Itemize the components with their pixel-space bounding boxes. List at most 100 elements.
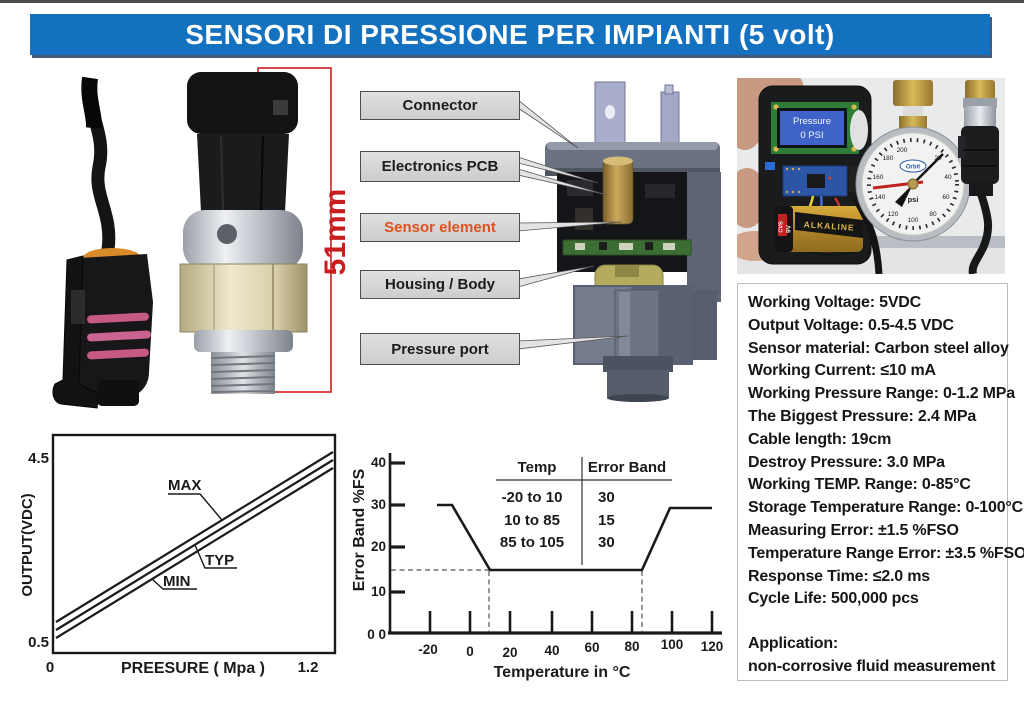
lcd-line1: Pressure xyxy=(793,116,831,127)
x-tick-100: 100 xyxy=(661,637,684,652)
chart-series-lines xyxy=(55,451,334,639)
spec-line: Working TEMP. Range: 0-85°C xyxy=(748,476,971,494)
spec-line: Destroy Pressure: 3.0 MPa xyxy=(748,453,945,471)
y-ticks xyxy=(391,461,405,594)
capacitor-brass xyxy=(602,156,634,225)
x-axis-label: PREESURE ( Mpa ) xyxy=(121,660,265,677)
callout-pressure-port: Pressure port xyxy=(360,333,520,365)
lcd-line2: 0 PSI xyxy=(800,130,823,141)
y-tick-min: 0.5 xyxy=(28,634,49,651)
spec-line: Temperature Range Error: ±3.5 %FSO xyxy=(748,544,1024,562)
callout-connector-label: Connector xyxy=(402,97,478,114)
top-edge-strip xyxy=(0,0,1024,3)
y-tick-40: 40 xyxy=(371,455,386,470)
y-axis-label: OUTPUT(VDC) xyxy=(19,493,36,596)
spec-line: Cable length: 19cm xyxy=(748,430,892,448)
cutaway-render xyxy=(545,81,721,402)
x-tick-60: 60 xyxy=(584,640,599,655)
table-cell: 85 to 105 xyxy=(500,534,564,551)
x-ticks xyxy=(428,611,714,632)
callout-pressure-port-label: Pressure port xyxy=(391,340,489,358)
spec-line: Cycle Life: 500,000 pcs xyxy=(748,590,919,608)
application-value: non-corrosive fluid measurement xyxy=(748,657,996,675)
callout-connector: Connector xyxy=(360,91,520,120)
x-tick-max: 1.2 xyxy=(298,659,319,676)
chart-frame xyxy=(51,433,337,655)
y-tick-max: 4.5 xyxy=(28,450,49,467)
application-label: Application: xyxy=(748,635,839,653)
inset-table: Temp Error Band -20 to 10 30 10 to 85 15… xyxy=(496,457,672,565)
x-tick-80: 80 xyxy=(624,639,639,654)
table-cell: 15 xyxy=(598,512,615,529)
pressure-port xyxy=(603,356,673,402)
connector-seals xyxy=(87,312,151,360)
gauge-number: 140 xyxy=(875,194,886,201)
table-cell: 10 to 85 xyxy=(504,512,560,529)
gauge-number: 80 xyxy=(929,211,937,218)
gauge-number: 160 xyxy=(873,174,884,181)
spec-line: Measuring Error: ±1.5 %FSO xyxy=(748,521,959,539)
y-tick-10: 10 xyxy=(371,584,386,599)
table-cell: 30 xyxy=(598,534,615,551)
x-tick-0: 0 xyxy=(466,644,474,659)
series-label-min: MIN xyxy=(163,573,191,590)
callout-sensor-element-label: Sensor element xyxy=(384,219,496,236)
y-tick-20: 20 xyxy=(371,539,386,554)
gauge-number: 180 xyxy=(883,155,894,162)
spec-line: Storage Temperature Range: 0-100°C xyxy=(748,499,1023,517)
battery-type: ALKALINE xyxy=(803,219,855,233)
x-tick--20: -20 xyxy=(418,642,438,657)
battery-9v: CVS 9V ALKALINE xyxy=(775,206,863,252)
x-tick-20: 20 xyxy=(502,645,517,660)
gauge-unit: psi xyxy=(908,195,919,204)
page-title: SENSORI DI PRESSIONE PER IMPIANTI (5 vol… xyxy=(185,18,835,50)
callout-housing-body: Housing / Body xyxy=(360,270,520,299)
dimension-label: 51mm xyxy=(319,189,352,276)
spec-line: Response Time: ≤2.0 ms xyxy=(748,567,930,585)
battery-brand: CVS xyxy=(779,221,785,233)
gauge-number: 100 xyxy=(908,217,919,224)
x-tick-120: 120 xyxy=(701,639,724,654)
spec-spacer xyxy=(748,611,1003,633)
y-axis-label: Error Band %FS xyxy=(351,468,368,591)
table-header-temp: Temp xyxy=(518,459,557,476)
x-tick-0: 0 xyxy=(46,659,54,676)
callout-housing-body-label: Housing / Body xyxy=(385,276,495,293)
table-cell: 30 xyxy=(598,489,615,506)
dashed-guides xyxy=(391,569,643,632)
sensor-photo: 51mm xyxy=(52,67,352,409)
x-axis-label: Temperature in °C xyxy=(494,664,631,681)
spec-box: Working Voltage: 5VDC Output Voltage: 0.… xyxy=(737,283,1024,681)
spec-line: The Biggest Pressure: 2.4 MPa xyxy=(748,407,977,425)
spec-line: Output Voltage: 0.5-4.5 VDC xyxy=(748,316,954,334)
origin-label: 0 0 xyxy=(367,627,386,642)
pressure-sensor xyxy=(179,72,308,394)
series-label-max: MAX xyxy=(168,477,201,494)
table-header-errorband: Error Band xyxy=(588,459,666,476)
gauge-brand: Orbit xyxy=(906,165,920,171)
cable-connector xyxy=(52,76,153,409)
table-cell: -20 to 10 xyxy=(502,489,563,506)
callout-sensor-element: Sensor element xyxy=(360,213,520,242)
callout-electronics-pcb-label: Electronics PCB xyxy=(381,158,499,175)
gauge-number: 60 xyxy=(942,194,950,201)
series-label-typ: TYP xyxy=(205,552,234,569)
battery-size: 9V xyxy=(786,224,793,233)
y-tick-30: 30 xyxy=(371,497,386,512)
axes xyxy=(388,453,722,635)
readout-device: Pressure 0 PSI CVS 9V xyxy=(758,85,883,274)
spec-line: Sensor material: Carbon steel alloy xyxy=(748,339,1009,357)
demo-photo: Pressure 0 PSI CVS 9V xyxy=(737,78,1005,274)
spec-line: Working Pressure Range: 0-1.2 MPa xyxy=(748,385,1015,403)
x-tick-40: 40 xyxy=(544,643,559,658)
demo-sensor-with-cable xyxy=(958,80,999,274)
page-title-bar: SENSORI DI PRESSIONE PER IMPIANTI (5 vol… xyxy=(30,14,990,55)
series-labels: MAX TYP MIN xyxy=(151,477,237,590)
spec-line: Working Voltage: 5VDC xyxy=(748,294,922,311)
electronics-pcb xyxy=(562,239,692,256)
spec-line: Working Current: ≤10 mA xyxy=(748,362,936,380)
error-band-chart: 40 30 20 10 0 0 -20 0 20 40 60 80 100 12… xyxy=(351,453,724,681)
callout-electronics-pcb: Electronics PCB xyxy=(360,151,520,182)
error-band-curve xyxy=(437,503,712,572)
